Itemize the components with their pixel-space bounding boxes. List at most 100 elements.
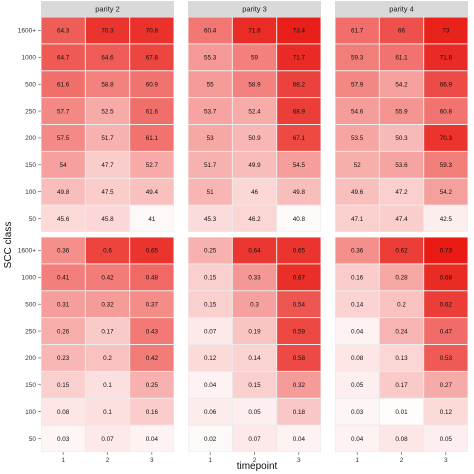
heatmap-cell <box>188 264 232 291</box>
cell-value-label: 49.8 <box>57 189 70 196</box>
heatmap-cell <box>232 398 277 425</box>
y-tick-label: 1600+ <box>18 248 36 255</box>
heatmap-cell <box>188 398 232 425</box>
cell-value-label: 0.43 <box>146 328 159 335</box>
heatmap-cell <box>188 318 232 344</box>
cell-value-label: 59 <box>251 55 259 62</box>
heatmap-cell <box>130 371 174 398</box>
cell-value-label: 49.4 <box>146 189 159 196</box>
x-tick-label: 2 <box>253 457 257 464</box>
heatmap-cell <box>41 318 85 344</box>
heatmap-cell <box>277 151 321 178</box>
cell-value-label: 0.58 <box>293 355 306 362</box>
cell-value-label: 70.3 <box>101 28 114 35</box>
cell-value-label: 47.7 <box>101 162 114 169</box>
facet-strip <box>335 1 468 17</box>
heatmap-cell <box>130 398 174 425</box>
heatmap-cell <box>41 205 85 232</box>
cell-value-label: 61.6 <box>146 108 159 115</box>
heatmap-cell <box>277 71 321 98</box>
heatmap-cell <box>130 71 174 98</box>
heatmap-cell <box>41 98 85 124</box>
heatmap-cell <box>379 17 424 44</box>
heatmap-cell <box>379 345 424 371</box>
panel-bottom-parity-3: 0.25 0.64 0.65 0.15 0.33 0.67 0.15 0.3 0.54 0.07 0… <box>188 237 321 452</box>
heatmap-cell <box>335 125 379 151</box>
cell-value-label: 0.25 <box>146 382 159 389</box>
cell-value-label: 71.6 <box>248 28 261 35</box>
heatmap-cell <box>41 398 85 425</box>
heatmap-cell <box>130 318 174 344</box>
cell-value-label: 0.36 <box>57 248 70 255</box>
heatmap-cell <box>85 318 130 344</box>
heatmap-cell <box>277 318 321 344</box>
cell-value-label: 0.32 <box>101 301 114 308</box>
cell-value-label: 0.16 <box>146 409 159 416</box>
cell-value-label: 0.2 <box>397 301 406 308</box>
cell-value-label: 45.3 <box>204 216 217 223</box>
cell-value-label: 0.04 <box>351 436 364 443</box>
y-tick-label: 200 <box>25 135 36 142</box>
heatmap-cell <box>41 17 85 44</box>
heatmap-cell <box>232 178 277 205</box>
cell-value-label: 0.14 <box>351 301 364 308</box>
cell-value-label: 66.9 <box>440 81 453 88</box>
cell-value-label: 71.8 <box>440 55 453 62</box>
cell-value-label: 0.15 <box>248 382 261 389</box>
cell-value-label: 0.36 <box>351 248 364 255</box>
cell-value-label: 0.12 <box>440 409 453 416</box>
heatmap-cell <box>277 398 321 425</box>
heatmap-cell <box>130 44 174 71</box>
heatmap-cell <box>232 98 277 124</box>
cell-value-label: 0.07 <box>248 436 261 443</box>
heatmap-cell <box>130 178 174 205</box>
cell-value-label: 0.26 <box>57 328 70 335</box>
heatmap-cell <box>130 205 174 232</box>
heatmap-cell <box>85 44 130 71</box>
heatmap-cell <box>335 151 379 178</box>
cell-value-label: 46 <box>251 189 259 196</box>
heatmap-cell <box>232 371 277 398</box>
cell-value-label: 68.9 <box>293 108 306 115</box>
cell-value-label: 52.5 <box>101 108 114 115</box>
cell-value-label: 0.05 <box>248 409 261 416</box>
cell-value-label: 0.23 <box>57 355 70 362</box>
heatmap-cell <box>85 151 130 178</box>
heatmap-cell <box>41 71 85 98</box>
cell-value-label: 0.04 <box>204 382 217 389</box>
heatmap-cell <box>424 98 468 124</box>
heatmap-cell <box>379 425 424 452</box>
heatmap-cell <box>379 237 424 264</box>
heatmap-cell <box>85 17 130 44</box>
heatmap-cell <box>232 425 277 452</box>
heatmap-cell <box>379 98 424 124</box>
cell-value-label: 60.9 <box>146 81 159 88</box>
cell-value-label: 0.13 <box>395 355 408 362</box>
cell-value-label: 53.5 <box>351 135 364 142</box>
y-tick-label: 200 <box>25 355 36 362</box>
cell-value-label: 66 <box>398 28 406 35</box>
heatmap-cell <box>379 264 424 291</box>
heatmap-cell <box>41 44 85 71</box>
heatmap-cell <box>85 425 130 452</box>
cell-value-label: 0.1 <box>103 409 112 416</box>
heatmap-cell <box>424 205 468 232</box>
cell-value-label: 51.7 <box>101 135 114 142</box>
heatmap-cell <box>188 237 232 264</box>
cell-value-label: 0.2 <box>103 355 112 362</box>
heatmap-cell <box>85 398 130 425</box>
cell-value-label: 0.06 <box>204 409 217 416</box>
cell-value-label: 0.42 <box>146 355 159 362</box>
facet-strip-label: parity 3 <box>242 5 267 14</box>
panel-top-parity-3: parity 3 60.4 71.6 73.4 55.3 59 71.7 55 58.9 68.2… <box>188 1 321 232</box>
cell-value-label: 45.6 <box>57 216 70 223</box>
cell-value-label: 70.8 <box>146 28 159 35</box>
cell-value-label: 0.05 <box>440 436 453 443</box>
cell-value-label: 51.7 <box>204 162 217 169</box>
cell-value-label: 68.2 <box>293 81 306 88</box>
heatmap-cell <box>41 151 85 178</box>
y-tick-label: 50 <box>29 436 37 443</box>
cell-value-label: 61.1 <box>395 55 408 62</box>
cell-value-label: 0.48 <box>146 275 159 282</box>
heatmap-cell <box>41 178 85 205</box>
